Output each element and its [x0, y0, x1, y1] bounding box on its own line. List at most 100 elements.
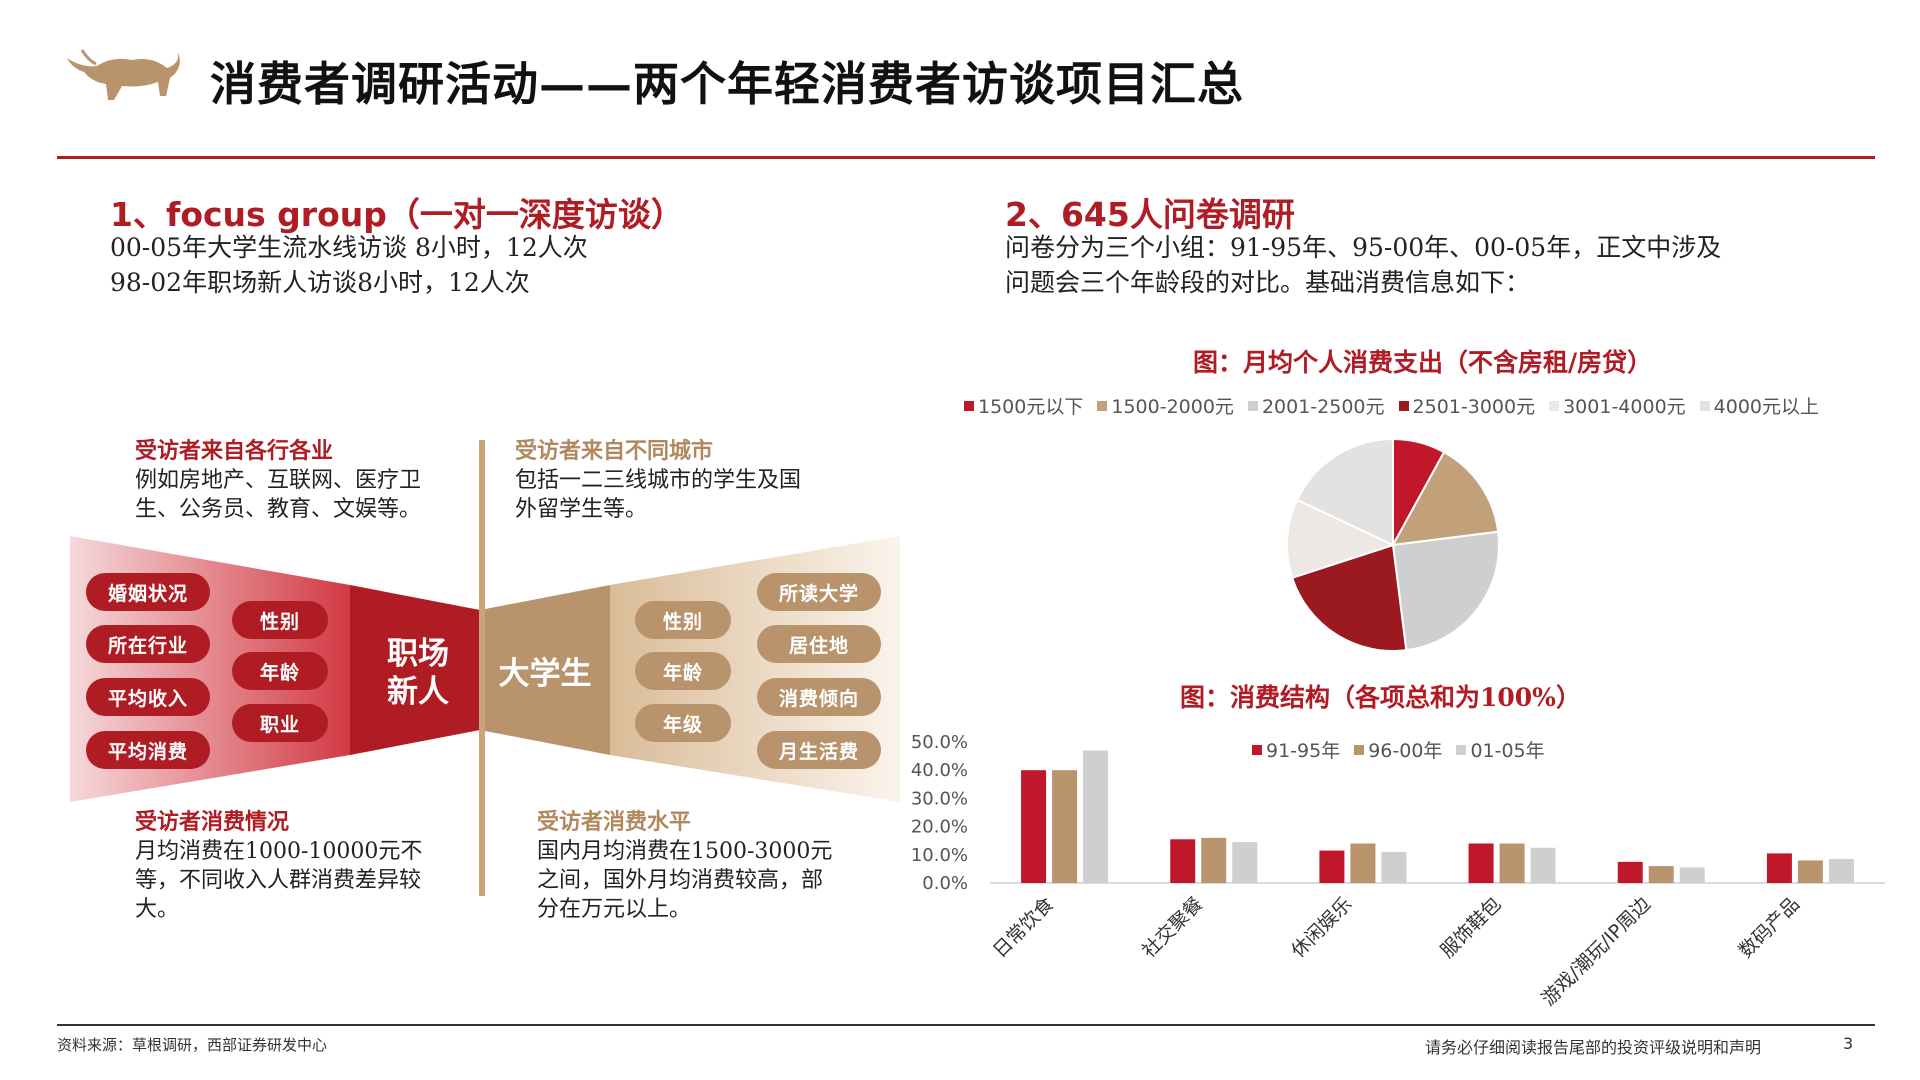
footer-divider: [57, 1024, 1875, 1026]
pie-chart-title: 图：月均个人消费支出（不含房租/房贷）: [1193, 348, 1653, 377]
legend-label: 96-00年: [1368, 740, 1443, 762]
bar: [1766, 853, 1792, 883]
legend-swatch: [1699, 400, 1710, 411]
pill-grade: 年级: [635, 704, 731, 742]
x-tick-label: 日常饮食: [989, 893, 1058, 962]
survey-title: 2、645人问卷调研: [1005, 195, 1295, 234]
pie-slice: [1295, 437, 1394, 547]
bar: [1797, 860, 1823, 883]
pie-slice: [1391, 530, 1500, 652]
pill-industry: 所在行业: [86, 625, 210, 663]
pill-university: 所读大学: [757, 573, 881, 611]
pie-legend-item: 2001-2500元: [1247, 392, 1385, 419]
annotation-heading: 受访者来自各行各业: [135, 438, 334, 464]
legend-label: 2001-2500元: [1261, 396, 1385, 418]
bar: [1679, 867, 1705, 883]
legend-label: 91-95年: [1266, 740, 1341, 762]
bar: [1201, 837, 1227, 883]
legend-swatch: [1549, 400, 1560, 411]
annotation-line: 包括一二三线城市的学生及国: [515, 468, 802, 493]
description-line: 问卷分为三个小组：91-95年、95-00年、00-05年，正文中涉及: [1005, 233, 1722, 262]
y-tick-label: 10.0%: [911, 845, 968, 866]
bull-logo-icon: [67, 49, 180, 100]
pie-legend-item: 2501-3000元: [1398, 392, 1536, 419]
annotation-heading: 受访者消费水平: [537, 809, 692, 835]
bar: [1083, 750, 1109, 883]
bar: [1052, 770, 1078, 883]
young-professional-label: 职场 新人: [387, 636, 449, 710]
annotation-line: 大。: [135, 897, 180, 922]
bar: [1828, 859, 1854, 883]
pie-chart: [1286, 437, 1500, 652]
annotation-line: 等，不同收入人群消费差异较: [135, 868, 422, 893]
legend-swatch: [1354, 744, 1365, 755]
pie-legend-item: 1500-2000元: [1097, 392, 1234, 419]
x-tick-label: 数码产品: [1735, 893, 1804, 962]
legend-swatch: [1097, 400, 1108, 411]
description-line: 98-02年职场新人访谈8小时，12人次: [110, 268, 530, 297]
annotation-heading: 受访者来自不同城市: [515, 438, 714, 464]
description-line: 00-05年大学生流水线访谈 8小时，12人次: [110, 233, 588, 262]
annotation-line: 国内月均消费在1500-3000元: [537, 839, 833, 864]
pill-residence: 居住地: [757, 625, 881, 663]
pill-age: 年龄: [232, 652, 328, 690]
x-tick-label: 社交聚餐: [1138, 893, 1207, 962]
annotation-cities: 受访者来自不同城市 包括一二三线城市的学生及国 外留学生等。: [515, 437, 801, 524]
pill-age-student: 年龄: [635, 652, 731, 690]
bar: [1021, 770, 1047, 883]
bar-legend-item: 91-95年: [1252, 736, 1340, 763]
pill-spending-tendency: 消费倾向: [757, 678, 881, 716]
bar-chart-title: 图：消费结构（各项总和为100%）: [1180, 683, 1581, 712]
bar: [1499, 843, 1525, 883]
page-title: 消费者调研活动——两个年轻消费者访谈项目汇总: [210, 57, 1244, 111]
x-tick-label: 休闲娱乐: [1287, 893, 1356, 962]
college-student-label: 大学生: [498, 656, 592, 692]
left-funnel-core: [350, 585, 480, 755]
description-line: 问题会三个年龄段的对比。基础消费信息如下：: [1005, 268, 1531, 297]
pill-average-spending: 平均消费: [86, 731, 210, 769]
bar: [1232, 842, 1258, 883]
pill-gender: 性别: [232, 601, 328, 639]
right-funnel-core: [480, 585, 610, 755]
legend-swatch: [1247, 400, 1258, 411]
annotation-line: 月均消费在1000-10000元不: [135, 839, 423, 864]
bar: [1530, 847, 1556, 883]
legend-label: 1500元以下: [978, 396, 1084, 418]
legend-label: 2501-3000元: [1412, 396, 1536, 418]
legend-label: 3001-4000元: [1563, 396, 1686, 418]
annotation-spending-situation: 受访者消费情况 月均消费在1000-10000元不 等，不同收入人群消费差异较 …: [135, 808, 422, 924]
source-note: 资料来源：草根调研，西部证券研发中心: [57, 1036, 328, 1054]
pie-chart-legend: 1500元以下 1500-2000元 2001-2500元 2501-3000元 300…: [964, 392, 1833, 419]
legend-swatch: [1398, 400, 1409, 411]
legend-swatch: [1252, 744, 1262, 755]
page-number: 3: [1843, 1034, 1854, 1053]
pie-slice: [1286, 498, 1396, 580]
y-tick-label: 0.0%: [922, 873, 968, 894]
pill-gender-student: 性别: [635, 601, 731, 639]
y-tick-label: 30.0%: [911, 788, 968, 809]
annotation-heading: 受访者消费情况: [135, 809, 290, 835]
disclaimer-note: 请务必仔细阅读报告尾部的投资评级说明和声明: [1425, 1038, 1762, 1057]
legend-label: 4000元以上: [1713, 396, 1820, 418]
pill-occupation: 职业: [232, 704, 328, 742]
vertical-divider: [479, 440, 485, 896]
pie-legend-item: 1500元以下: [964, 392, 1083, 419]
annotation-industries: 受访者来自各行各业 例如房地产、互联网、医疗卫 生、公务员、教育、文娱等。: [135, 437, 421, 524]
annotation-spending-level: 受访者消费水平 国内月均消费在1500-3000元 之间，国外月均消费较高，部 …: [537, 808, 832, 924]
legend-swatch: [1456, 744, 1467, 755]
pill-marital-status: 婚姻状况: [86, 573, 210, 611]
bar-legend-item: 96-00年: [1354, 736, 1442, 763]
bar: [1350, 843, 1376, 883]
pie-legend-item: 3001-4000元: [1549, 392, 1686, 419]
x-tick-label: 服饰鞋包: [1436, 893, 1505, 962]
bar: [1617, 861, 1643, 883]
annotation-line: 例如房地产、互联网、医疗卫: [135, 468, 422, 493]
bar-chart: 0.0% 10.0% 20.0% 30.0% 40.0% 50.0% 日常饮食 社交聚餐 休闲娱…: [911, 732, 1885, 1010]
focus-group-title: 1、focus group（一对一深度访谈）: [110, 195, 684, 234]
annotation-line: 分在万元以上。: [537, 897, 692, 922]
annotation-line: 之间，国外月均消费较高，部: [537, 868, 824, 893]
legend-label: 01-05年: [1470, 740, 1545, 762]
annotation-line: 生、公务员、教育、文娱等。: [135, 497, 422, 522]
pill-average-income: 平均收入: [86, 678, 210, 716]
pie-legend-item: 4000元以上: [1699, 392, 1820, 419]
